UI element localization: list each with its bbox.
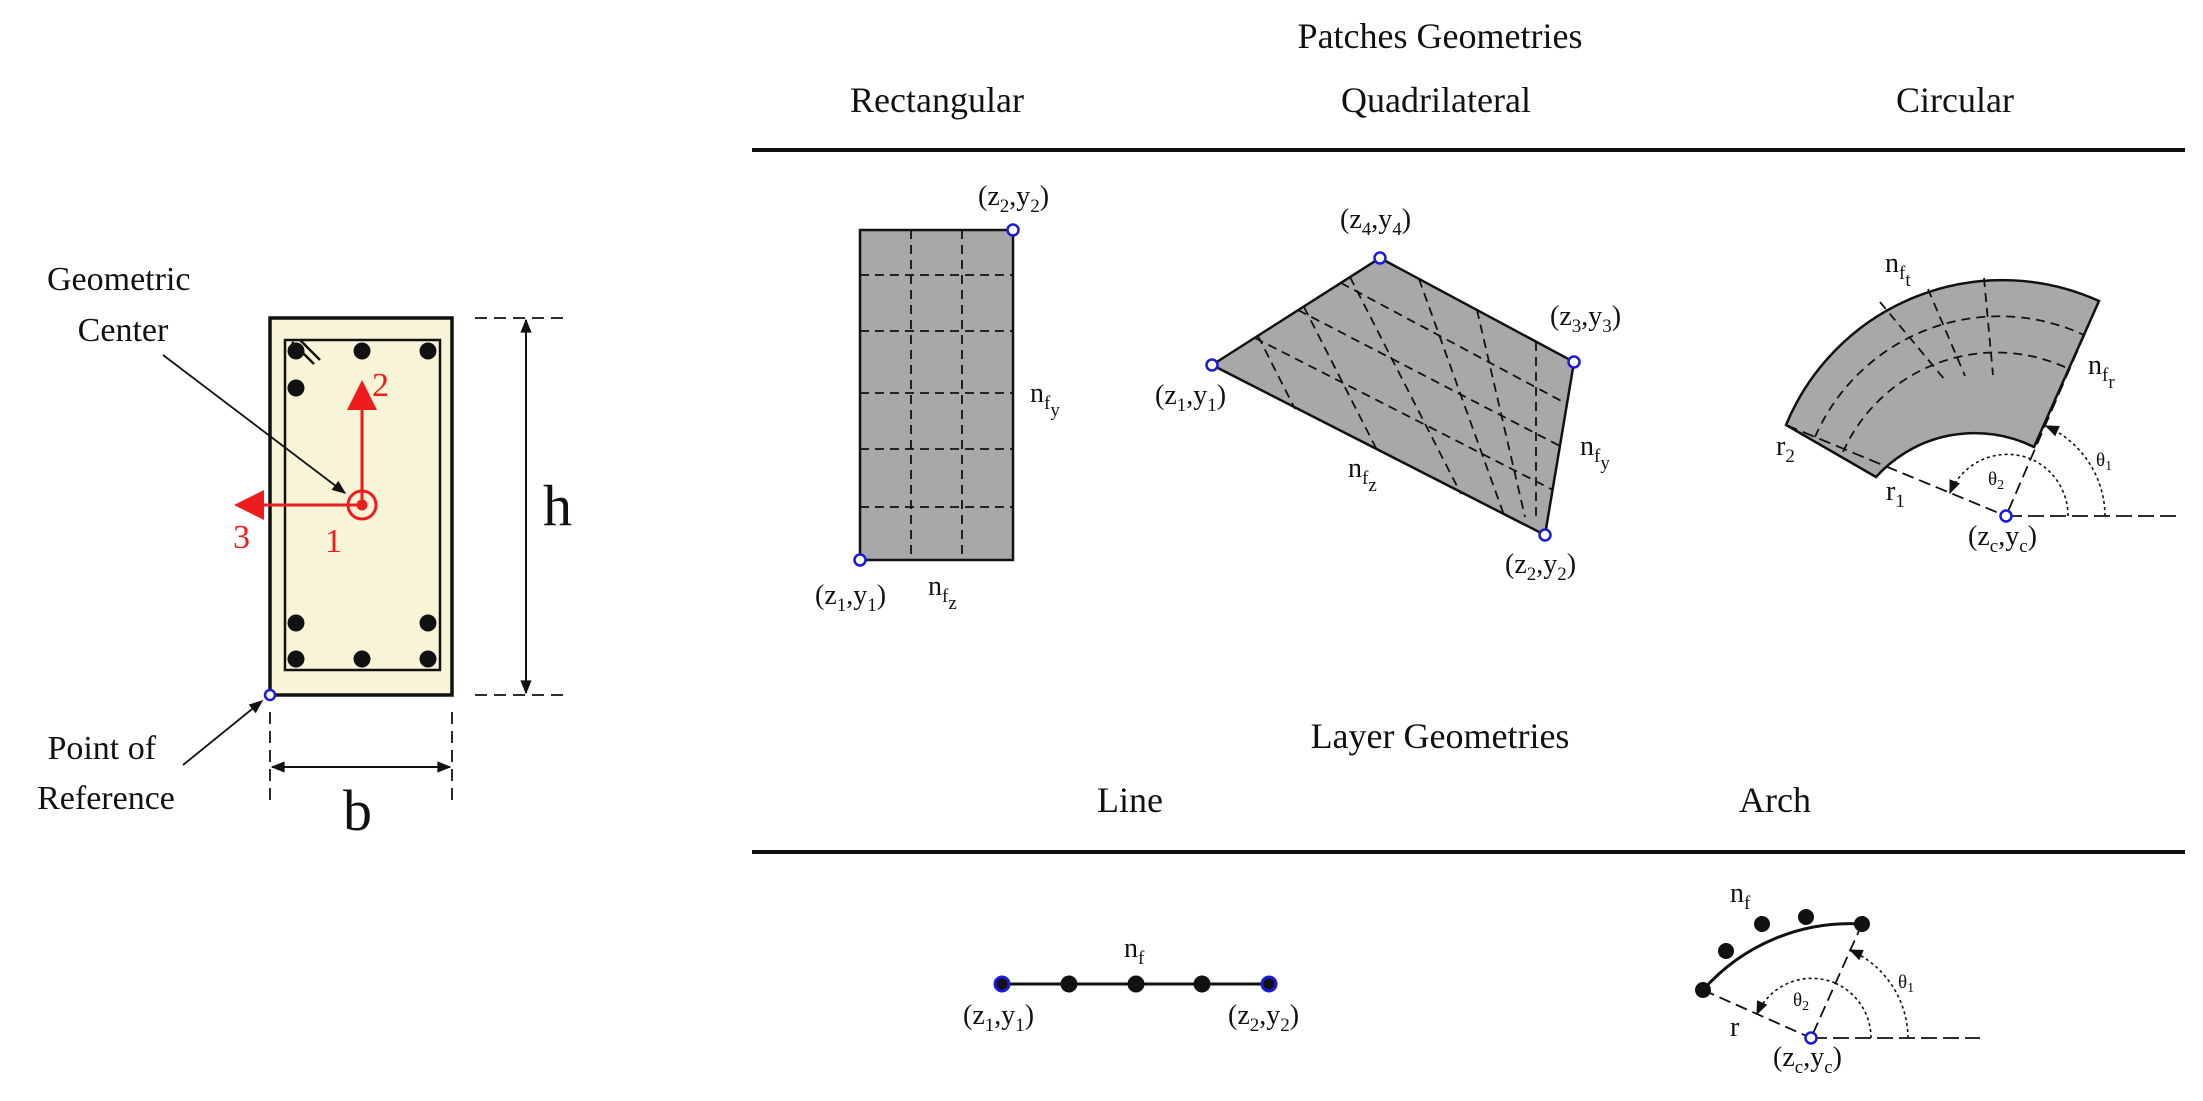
- col-line: Line: [1097, 780, 1163, 820]
- rebar: [287, 379, 305, 397]
- arch-layer: nf r θ1 θ2 (zc,yc): [1695, 878, 1980, 1078]
- arch-theta2-arc: [1757, 977, 1872, 1039]
- arch-fiber: [1754, 916, 1770, 932]
- arch-r-label: r: [1730, 1012, 1740, 1043]
- patches-title: Patches Geometries: [1298, 16, 1583, 56]
- rect-coord-2: (z2,y2): [978, 181, 1049, 217]
- circ-r1-label: r1: [1886, 476, 1905, 512]
- rebar: [419, 614, 437, 632]
- quad-coord-2: (z2,y2): [1505, 549, 1576, 585]
- line-coord-2: (z2,y2): [1228, 1000, 1299, 1036]
- rebar: [353, 342, 371, 360]
- arch-coord-c: (zc,yc): [1773, 1042, 1842, 1078]
- rectangular-patch: (z2,y2) (z1,y1) nfy nfz: [815, 181, 1060, 616]
- quad-coord-4: (z4,y4): [1340, 204, 1411, 240]
- rect-nfz-label: nfz: [928, 571, 957, 614]
- circ-coord-c: (zc,yc): [1968, 521, 2037, 557]
- rect-mesh: [860, 230, 1013, 560]
- rebar: [287, 342, 305, 360]
- quad-corner-3: [1567, 355, 1581, 369]
- col-rectangular: Rectangular: [850, 80, 1024, 120]
- point-of-reference-label: Point of Reference: [37, 730, 175, 817]
- circ-mesh: [1814, 277, 2085, 453]
- circular-patch: nft nfr r2 r1 θ1 θ2 (zc,yc): [1776, 248, 2180, 557]
- rebar: [419, 342, 437, 360]
- quad-nfy-label: nfy: [1580, 431, 1610, 474]
- col-circular: Circular: [1896, 80, 2014, 120]
- arch-theta1-arc: [1848, 949, 1909, 1039]
- axis-1-symbol: [346, 489, 378, 521]
- layers-title: Layer Geometries: [1311, 716, 1570, 756]
- rect-corner-1: [853, 553, 867, 567]
- quad-corner-4: [1373, 251, 1387, 265]
- circ-center: [1999, 509, 2013, 523]
- theta1-arc: [2044, 425, 2106, 517]
- arch-theta2-label: θ2: [1793, 990, 1809, 1014]
- quad-corner-2: [1538, 528, 1552, 542]
- circ-theta2-label: θ2: [1988, 469, 2004, 493]
- quad-mesh: [1254, 276, 1568, 520]
- axis-3-label: 3: [233, 519, 250, 556]
- point-of-reference-leader: [182, 700, 264, 766]
- col-arch: Arch: [1739, 780, 1811, 820]
- arch-layer-curve: [1701, 922, 1863, 991]
- col-quadrilateral: Quadrilateral: [1341, 80, 1531, 120]
- axis-2-label: 2: [372, 367, 389, 404]
- arch-fiber: [1718, 943, 1734, 959]
- quadrilateral-patch: (z4,y4) (z3,y3) (z1,y1) (z2,y2) nfy nfz: [1155, 204, 1621, 585]
- arch-nf-label: nf: [1730, 878, 1751, 914]
- circ-nft-label: nft: [1885, 248, 1911, 291]
- circ-r2-label: r2: [1776, 431, 1795, 467]
- arch-theta-line: [1810, 923, 1863, 1039]
- rebar: [287, 614, 305, 632]
- circ-r-line: [1785, 424, 2007, 517]
- layers-header: Layer Geometries Line Arch: [752, 716, 2185, 854]
- quad-corner-1: [1205, 358, 1219, 372]
- arch-fiber: [1798, 909, 1814, 925]
- line-fiber: [1060, 975, 1078, 993]
- quad-coord-3: (z3,y3): [1550, 301, 1621, 337]
- h-label: h: [543, 473, 572, 538]
- arch-theta1-label: θ1: [1898, 972, 1914, 996]
- line-layer: nf (z1,y1) (z2,y2): [963, 933, 1299, 1036]
- line-layer-end-1: [993, 975, 1011, 993]
- rect-corner-2: [1006, 223, 1020, 237]
- quad-nfz-label: nfz: [1348, 453, 1377, 496]
- section-view: 2 1 3 Geometric Center Point of Referenc…: [37, 261, 572, 843]
- line-fiber: [1127, 975, 1145, 993]
- circ-patch-body: [1784, 278, 2101, 479]
- line-nf-label: nf: [1124, 933, 1145, 969]
- theta2-arc: [1950, 453, 2069, 517]
- line-layer-end-2: [1260, 975, 1278, 993]
- geometric-center-leader: [162, 354, 347, 494]
- line-fiber: [1193, 975, 1211, 993]
- geometric-center-label: Geometric Center: [47, 261, 199, 349]
- rect-coord-1: (z1,y1): [815, 580, 886, 616]
- arch-center: [1804, 1031, 1818, 1045]
- circ-nfr-label: nfr: [2088, 350, 2115, 393]
- axis-1-label: 1: [325, 523, 342, 560]
- rebar-group: [287, 342, 437, 668]
- rect-nfy-label: nfy: [1030, 378, 1060, 421]
- rebar: [419, 650, 437, 668]
- patches-header: Patches Geometries Rectangular Quadrilat…: [752, 16, 2185, 152]
- circ-theta-line: [2005, 300, 2100, 517]
- b-label: b: [343, 778, 372, 843]
- rebar: [287, 650, 305, 668]
- line-coord-1: (z1,y1): [963, 1000, 1034, 1036]
- circ-theta1-label: θ1: [2096, 450, 2112, 474]
- axis-1-dot: [356, 499, 368, 511]
- reference-point: [263, 688, 277, 702]
- rebar: [353, 650, 371, 668]
- quad-coord-1: (z1,y1): [1155, 380, 1226, 416]
- rect-patch-body: [858, 228, 1015, 562]
